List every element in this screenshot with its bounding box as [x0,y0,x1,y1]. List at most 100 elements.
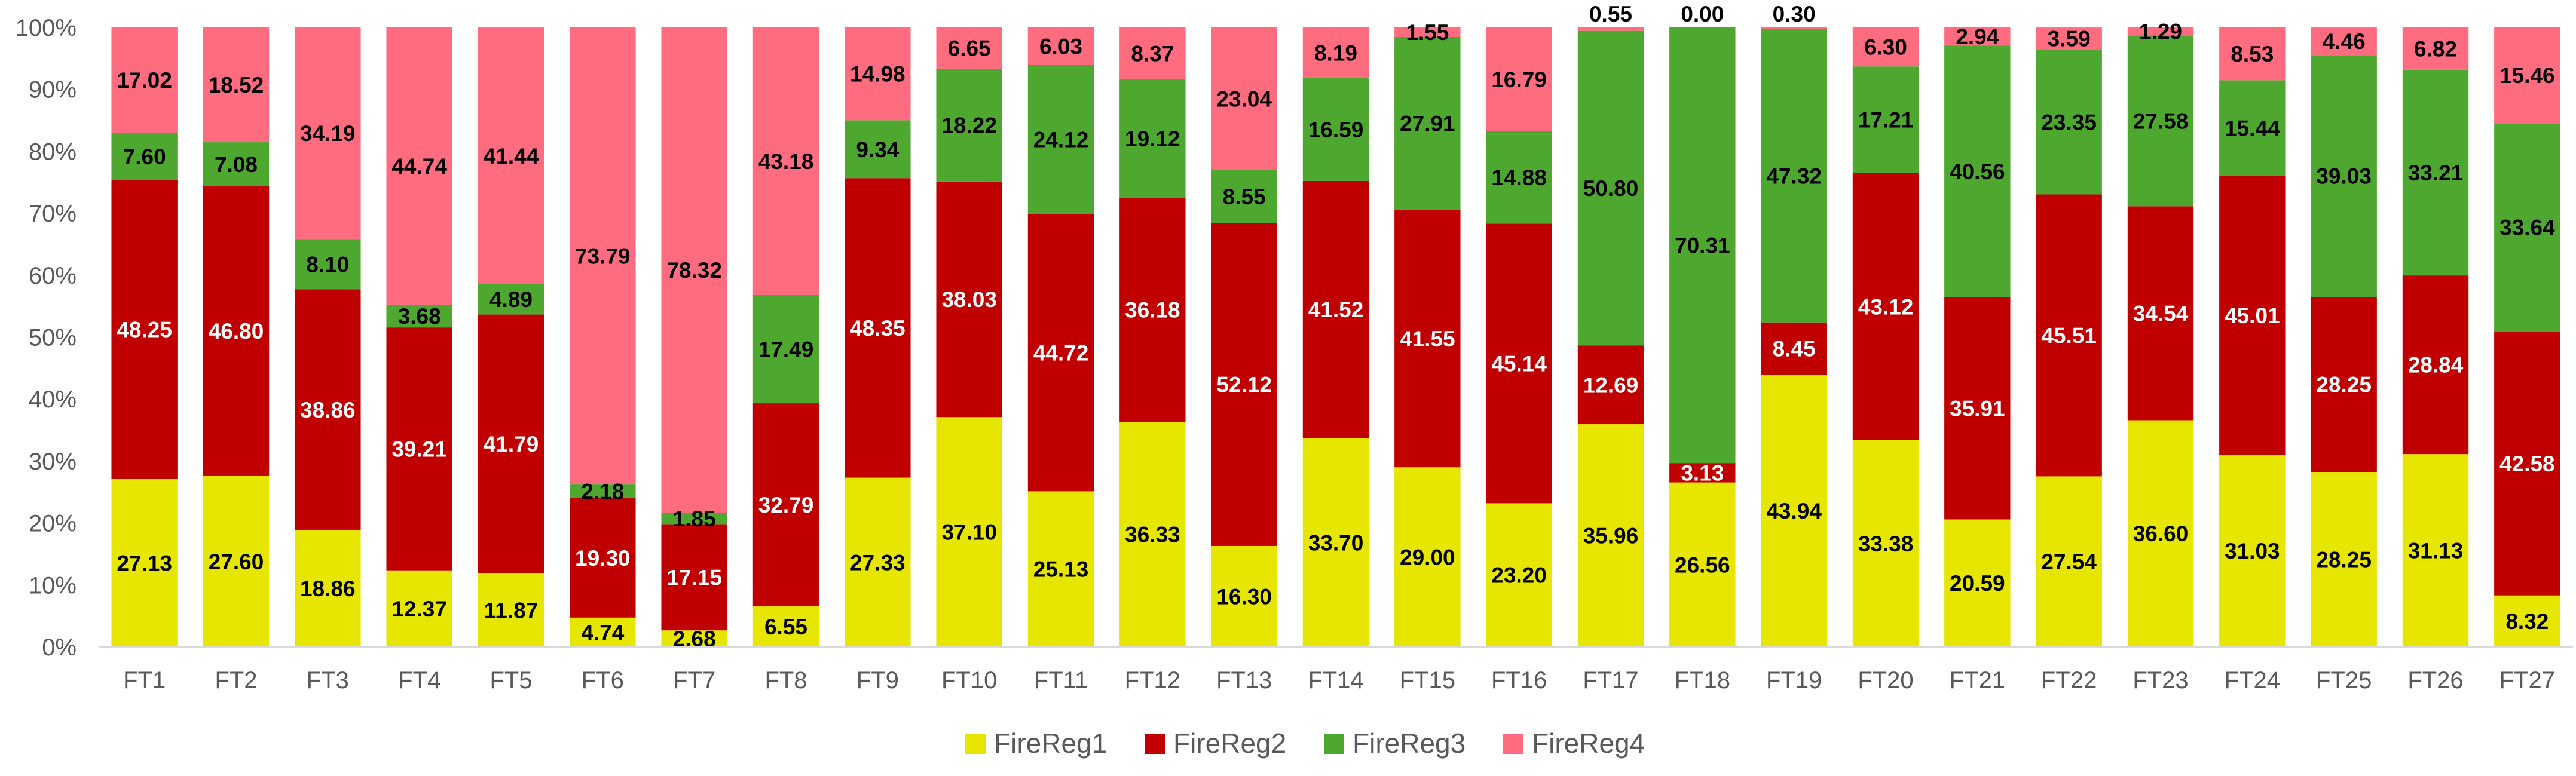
data-label-firereg1-ft20: 33.38 [1858,532,1914,556]
data-label-firereg2-ft5: 41.79 [484,432,539,456]
bar-firereg2-ft11 [1027,214,1094,492]
data-label-firereg2-ft12: 36.18 [1125,298,1180,323]
data-label-firereg2-ft3: 38.86 [300,398,356,422]
bar-firereg3-ft6 [570,484,636,498]
bar-firereg3-ft19 [1761,29,1827,323]
bar-firereg2-ft27 [2494,332,2560,596]
bar-firereg1-ft7 [661,630,727,647]
x-tick-label-ft20: FT20 [1858,667,1913,694]
bar-firereg1-ft23 [2127,420,2194,647]
data-label-firereg2-ft21: 35.91 [1950,396,2005,421]
bar-firereg1-ft5 [478,573,544,647]
data-label-firereg1-ft16: 23.20 [1491,563,1547,588]
bar-firereg1-ft14 [1302,438,1369,647]
bar-stack-ft18 [1669,27,1736,647]
bar-firereg1-ft4 [386,570,452,647]
bar-firereg4-ft17 [1577,27,1644,31]
y-tick-label-40pct: 40% [29,387,77,413]
bar-firereg4-ft11 [1027,27,1094,65]
bar-firereg4-ft7 [661,27,727,513]
bar-firereg4-ft5 [478,27,544,284]
data-label-firereg4-ft14: 8.19 [1314,41,1357,65]
bar-firereg2-ft1 [111,180,178,479]
x-tick-label-ft15: FT15 [1400,667,1455,694]
x-tick-label-ft11: FT11 [1034,667,1088,694]
x-tick-label-ft9: FT9 [856,667,899,694]
bar-firereg3-ft14 [1302,78,1369,181]
x-tick-label-ft16: FT16 [1491,667,1547,694]
data-label-firereg4-ft25: 4.46 [2323,29,2366,54]
bar-firereg3-ft21 [1944,45,2011,297]
y-axis: 0% 10% 20% 30% 40% 50% 60% 70% 80% 90% 100% [16,15,77,661]
bar-stack-ft6 [570,27,636,647]
bar-firereg3-ft12 [1119,79,1186,198]
legend-swatch-firereg4 [1503,734,1523,754]
data-label-firereg4-ft9: 14.98 [850,62,905,87]
data-label-firereg1-ft18: 26.56 [1675,553,1730,577]
data-label-firereg3-ft10: 18.22 [941,113,997,137]
bar-firereg4-ft1 [111,27,178,133]
data-label-firereg3-ft27: 33.64 [2499,216,2555,240]
x-tick-label-ft18: FT18 [1675,667,1730,694]
bar-firereg3-ft9 [845,120,911,179]
bar-firereg2-ft22 [2036,194,2102,477]
x-tick-label-ft17: FT17 [1583,667,1638,694]
data-label-firereg2-ft1: 48.25 [117,317,172,342]
bar-firereg1-ft16 [1486,503,1552,647]
bar-firereg4-ft20 [1852,27,1919,67]
x-axis: FT1 FT2 FT3 FT4 FT5 FT6 FT7 FT8 FT9 FT10 FT11 FT12 F… [123,667,2555,694]
bar-firereg2-ft8 [752,403,819,607]
data-label-firereg3-ft23: 27.58 [2133,109,2189,133]
bar-firereg1-ft18 [1669,482,1736,647]
legend-label-firereg3: FireReg3 [1353,728,1466,759]
bar-firereg3-ft22 [2036,50,2102,195]
data-label-firereg2-ft19: 8.45 [1773,337,1816,361]
data-label-firereg1-ft1: 27.13 [117,551,172,575]
data-label-firereg3-ft6: 2.18 [581,479,624,504]
data-label-firereg3-ft15: 27.91 [1400,112,1455,136]
data-label-firereg3-ft7: 1.85 [673,507,716,531]
bar-firereg2-ft15 [1394,210,1461,468]
data-label-firereg1-ft24: 31.03 [2225,539,2280,563]
bar-firereg1-ft25 [2311,472,2377,647]
data-label-firereg2-ft2: 46.80 [209,319,264,343]
bar-firereg4-ft27 [2494,27,2560,124]
bar-firereg1-ft13 [1211,545,1277,647]
data-label-firereg3-ft24: 15.44 [2225,116,2280,140]
legend-item-firereg4: FireReg4 [1503,728,1645,759]
data-label-firereg4-ft5: 41.44 [484,144,539,168]
bar-firereg3-ft27 [2494,123,2560,332]
bar-firereg2-ft18 [1669,463,1736,483]
data-label-firereg3-ft1: 7.60 [123,145,166,169]
bar-firereg1-ft1 [111,479,178,647]
data-label-firereg1-ft3: 18.86 [300,576,356,601]
bar-firereg3-ft23 [2127,35,2194,207]
bar-firereg2-ft13 [1211,223,1277,546]
data-label-firereg3-ft19: 47.32 [1766,164,1822,188]
data-label-firereg2-ft10: 38.03 [941,287,997,312]
bar-firereg3-ft18 [1669,27,1736,464]
x-tick-label-ft12: FT12 [1125,667,1180,694]
bar-stack-ft12 [1119,27,1186,647]
data-label-firereg1-ft21: 20.59 [1950,571,2005,596]
x-tick-label-ft21: FT21 [1950,667,2005,694]
bar-firereg4-ft25 [2311,27,2377,56]
bar-firereg2-ft21 [1944,297,2011,520]
bar-firereg2-ft20 [1852,173,1919,440]
legend-label-firereg1: FireReg1 [994,728,1107,759]
data-label-firereg3-ft11: 24.12 [1033,128,1089,152]
bar-firereg1-ft19 [1761,375,1827,647]
y-tick-label-10pct: 10% [29,572,77,599]
data-label-firereg4-ft4: 44.74 [391,154,447,179]
bar-firereg2-ft10 [936,181,1002,418]
bar-stack-ft22 [2036,27,2102,647]
data-label-firereg3-ft12: 19.12 [1125,127,1180,151]
data-label-firereg4-ft26: 6.82 [2414,36,2457,61]
y-tick-label-30pct: 30% [29,449,77,475]
data-label-firereg1-ft19: 43.94 [1766,499,1822,523]
bar-firereg1-ft12 [1119,422,1186,647]
bar-firereg1-ft15 [1394,467,1461,647]
bar-firereg3-ft3 [295,239,361,290]
bar-firereg2-ft24 [2219,176,2286,455]
y-tick-label-50pct: 50% [29,325,77,351]
